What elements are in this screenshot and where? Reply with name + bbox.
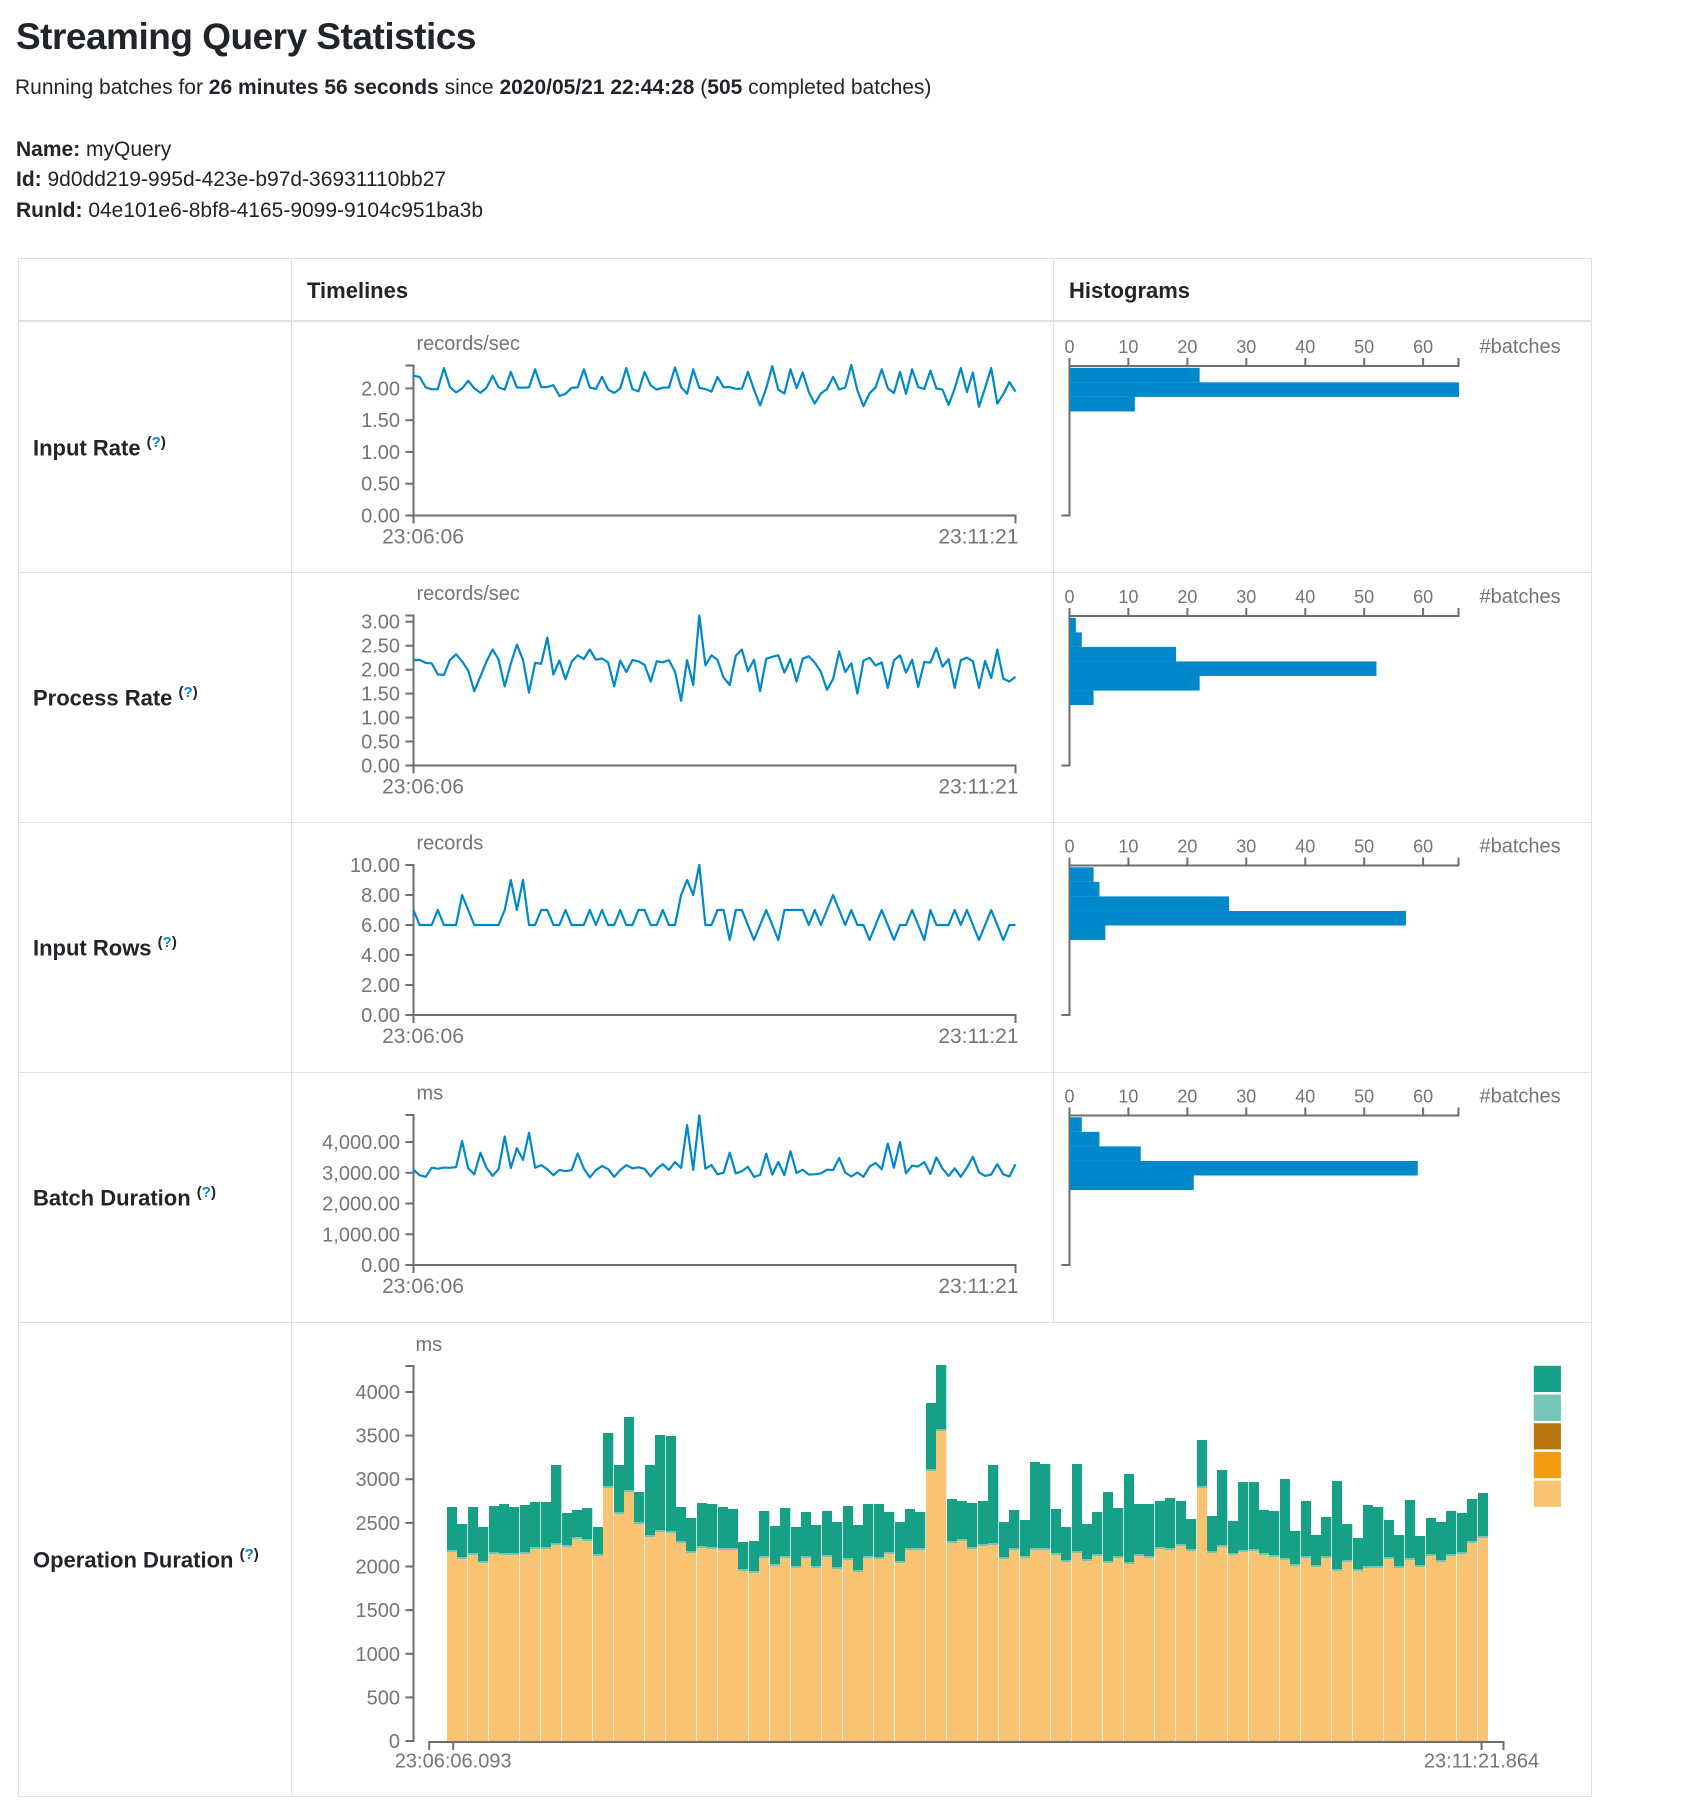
- svg-text:4,000.00: 4,000.00: [322, 1132, 400, 1154]
- svg-text:50: 50: [1354, 587, 1374, 607]
- svg-text:50: 50: [1354, 837, 1374, 857]
- svg-text:60: 60: [1413, 337, 1433, 357]
- svg-text:30: 30: [1236, 837, 1256, 857]
- svg-text:50: 50: [1354, 1087, 1374, 1107]
- svg-text:10: 10: [1118, 337, 1138, 357]
- svg-text:3500: 3500: [356, 1426, 401, 1448]
- svg-text:10: 10: [1118, 837, 1138, 857]
- svg-text:8.00: 8.00: [361, 885, 400, 907]
- svg-text:40: 40: [1295, 1087, 1315, 1107]
- svg-text:23:06:06: 23:06:06: [382, 526, 464, 549]
- svg-text:30: 30: [1236, 587, 1256, 607]
- svg-text:0.00: 0.00: [361, 1255, 400, 1277]
- svg-text:0: 0: [1064, 1087, 1074, 1107]
- svg-text:1,000.00: 1,000.00: [322, 1224, 400, 1246]
- svg-text:3000: 3000: [356, 1469, 401, 1491]
- svg-text:0.50: 0.50: [361, 474, 400, 496]
- svg-text:2000: 2000: [356, 1557, 401, 1579]
- svg-text:30: 30: [1236, 1087, 1256, 1107]
- svg-text:23:06:06: 23:06:06: [382, 1025, 464, 1048]
- svg-text:23:11:21.864: 23:11:21.864: [1424, 1751, 1539, 1773]
- svg-text:40: 40: [1295, 587, 1315, 607]
- svg-text:60: 60: [1413, 1087, 1433, 1107]
- svg-text:60: 60: [1413, 587, 1433, 607]
- svg-text:0: 0: [389, 1731, 400, 1753]
- svg-text:40: 40: [1295, 337, 1315, 357]
- svg-text:0.00: 0.00: [361, 756, 400, 778]
- svg-text:23:11:21: 23:11:21: [938, 1025, 1018, 1048]
- svg-text:1.50: 1.50: [361, 684, 400, 706]
- svg-text:0.00: 0.00: [361, 506, 400, 528]
- svg-text:1000: 1000: [356, 1644, 401, 1666]
- svg-text:40: 40: [1295, 837, 1315, 857]
- svg-text:4.00: 4.00: [361, 945, 400, 967]
- svg-text:23:06:06: 23:06:06: [382, 776, 464, 799]
- svg-text:60: 60: [1413, 837, 1433, 857]
- svg-text:23:11:21: 23:11:21: [938, 1275, 1018, 1298]
- svg-text:records: records: [417, 833, 484, 855]
- svg-text:23:06:06.093: 23:06:06.093: [395, 1751, 512, 1773]
- svg-text:23:06:06: 23:06:06: [382, 1275, 464, 1298]
- svg-text:1.00: 1.00: [361, 708, 400, 730]
- svg-text:records/sec: records/sec: [417, 583, 520, 605]
- svg-text:20: 20: [1177, 337, 1197, 357]
- svg-text:#batches: #batches: [1480, 586, 1561, 608]
- svg-text:2500: 2500: [356, 1513, 401, 1535]
- svg-text:#batches: #batches: [1480, 336, 1561, 358]
- svg-text:10.00: 10.00: [350, 855, 400, 877]
- svg-text:4000: 4000: [356, 1382, 401, 1404]
- svg-text:20: 20: [1177, 1087, 1197, 1107]
- svg-text:2.00: 2.00: [361, 378, 400, 400]
- svg-text:3,000.00: 3,000.00: [322, 1163, 400, 1185]
- svg-text:0: 0: [1064, 337, 1074, 357]
- svg-text:1.00: 1.00: [361, 442, 400, 464]
- svg-text:20: 20: [1177, 587, 1197, 607]
- svg-text:2.00: 2.00: [361, 975, 400, 997]
- svg-text:0.00: 0.00: [361, 1005, 400, 1027]
- svg-text:30: 30: [1236, 337, 1256, 357]
- svg-text:50: 50: [1354, 337, 1374, 357]
- svg-text:6.00: 6.00: [361, 915, 400, 937]
- svg-text:23:11:21: 23:11:21: [938, 776, 1018, 799]
- svg-text:ms: ms: [416, 1334, 443, 1356]
- svg-text:10: 10: [1118, 1087, 1138, 1107]
- svg-text:0.50: 0.50: [361, 732, 400, 754]
- svg-text:2,000.00: 2,000.00: [322, 1194, 400, 1216]
- svg-text:0: 0: [1064, 837, 1074, 857]
- svg-text:500: 500: [367, 1687, 400, 1709]
- svg-text:1.50: 1.50: [361, 410, 400, 432]
- svg-text:0: 0: [1064, 587, 1074, 607]
- svg-text:1500: 1500: [356, 1600, 401, 1622]
- svg-text:2.00: 2.00: [361, 660, 400, 682]
- svg-text:23:11:21: 23:11:21: [938, 526, 1018, 549]
- svg-text:3.00: 3.00: [361, 612, 400, 634]
- svg-text:10: 10: [1118, 587, 1138, 607]
- svg-text:#batches: #batches: [1480, 836, 1561, 858]
- svg-text:ms: ms: [417, 1083, 444, 1105]
- svg-text:2.50: 2.50: [361, 636, 400, 658]
- svg-text:#batches: #batches: [1480, 1086, 1561, 1108]
- svg-text:records/sec: records/sec: [417, 333, 520, 355]
- svg-text:20: 20: [1177, 837, 1197, 857]
